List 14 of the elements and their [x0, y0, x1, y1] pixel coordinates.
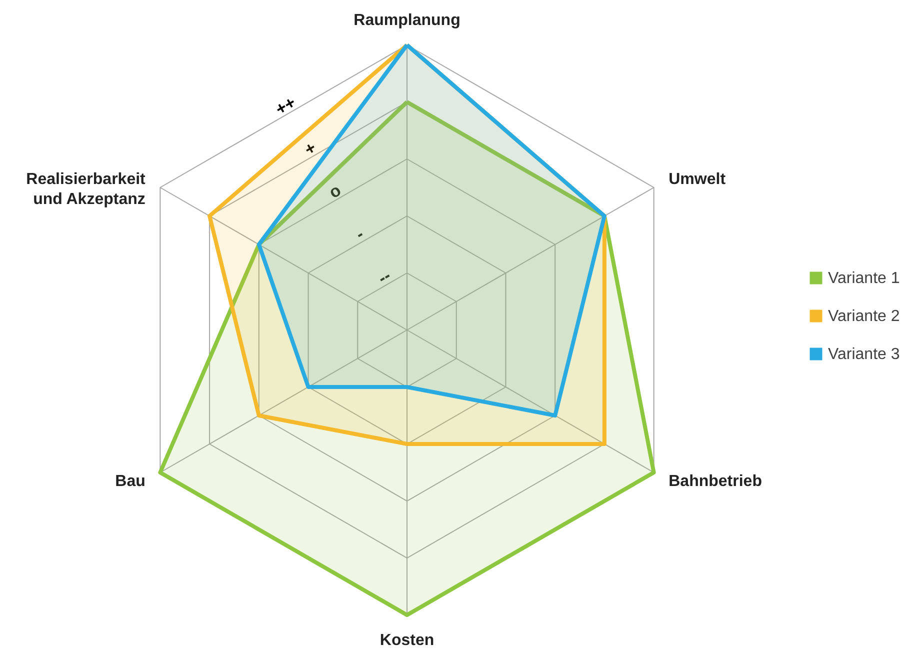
spoke-label: Kosten: [380, 632, 434, 650]
spoke-label: Bau: [115, 473, 146, 490]
spoke-label: Realisierbarkeit und Akzeptanz: [26, 170, 146, 208]
y-tick-label: ++: [272, 92, 300, 120]
spoke-label: Umwelt: [668, 170, 726, 188]
y-tick-label: --: [374, 266, 394, 288]
y-tick-label: -: [352, 224, 367, 244]
spoke-label: Raumplanung: [354, 12, 460, 29]
legend-label: Variante 2: [828, 308, 900, 325]
legend-label: Variante 3: [828, 346, 900, 363]
legend-label: Variante 1: [828, 270, 900, 287]
y-tick-label: o: [326, 180, 344, 202]
y-tick-label: +: [301, 138, 320, 160]
spoke-label: Bahnbetrieb: [668, 473, 762, 490]
